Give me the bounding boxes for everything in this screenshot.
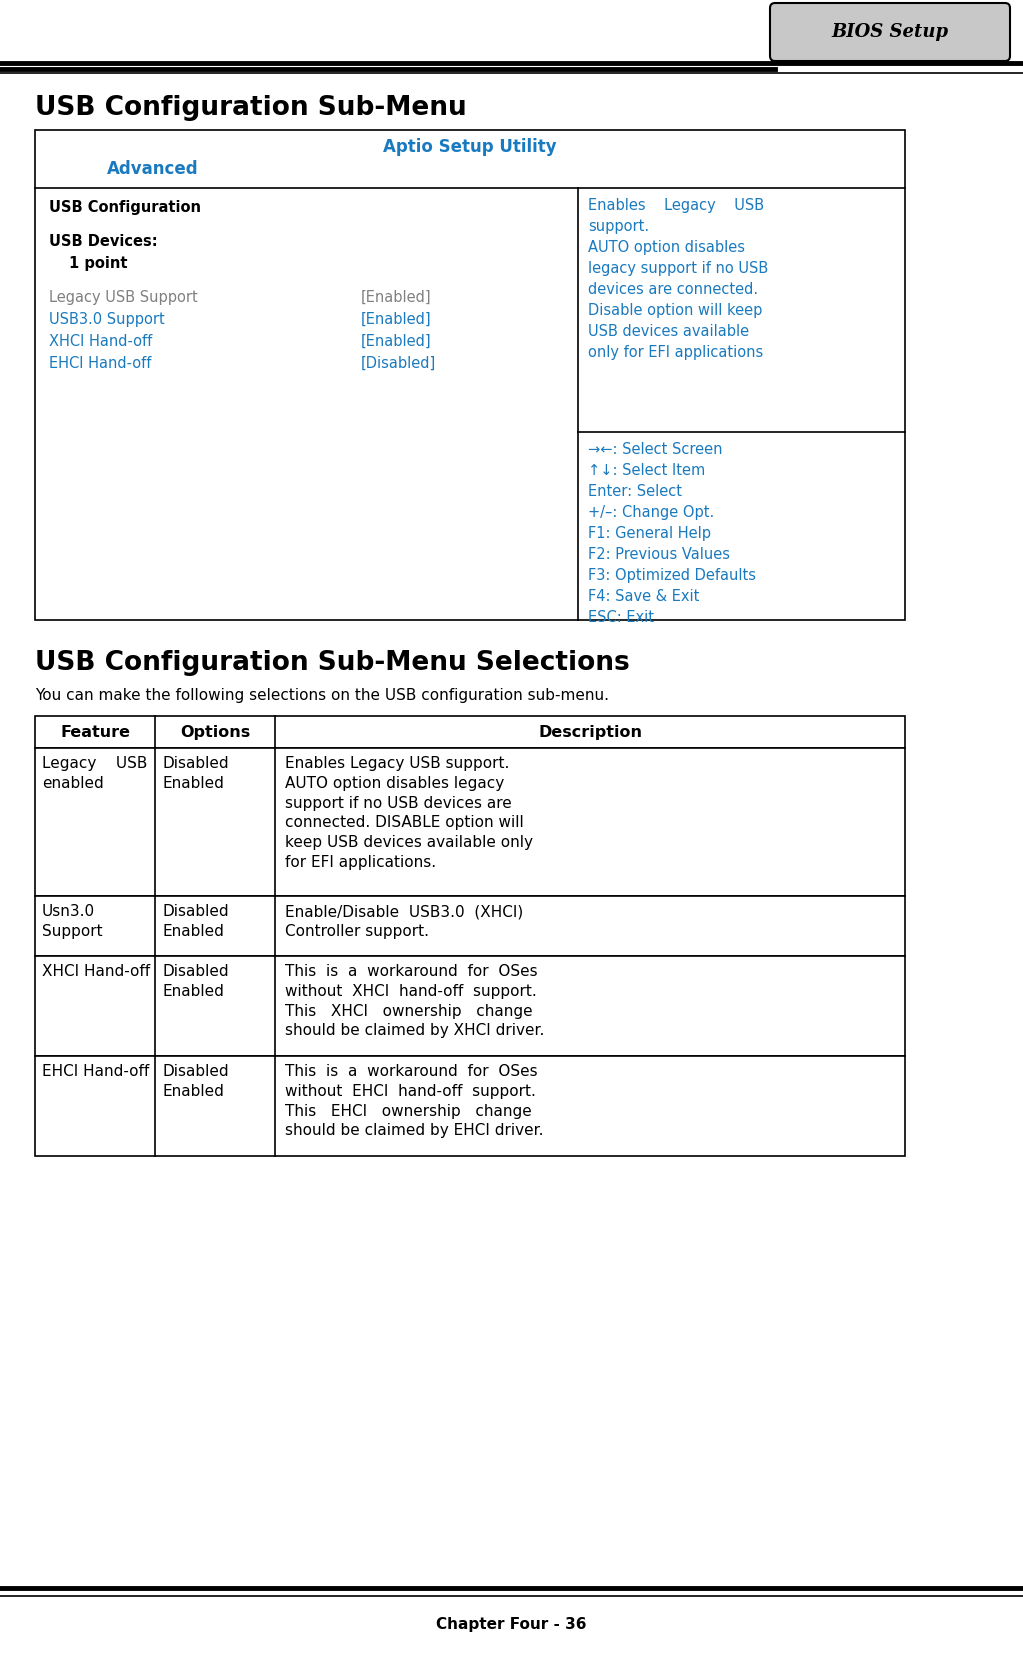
- Text: Disabled
Enabled: Disabled Enabled: [162, 905, 229, 940]
- Text: Options: Options: [180, 725, 251, 740]
- Text: Enables Legacy USB support.
AUTO option disables legacy
support if no USB device: Enables Legacy USB support. AUTO option …: [285, 756, 533, 870]
- Text: F1: General Help: F1: General Help: [588, 526, 711, 541]
- Text: Usn3.0
Support: Usn3.0 Support: [42, 905, 102, 940]
- Text: EHCI Hand-off: EHCI Hand-off: [49, 357, 151, 372]
- Text: [Disabled]: [Disabled]: [361, 357, 436, 372]
- Text: →←: Select Screen: →←: Select Screen: [588, 441, 722, 456]
- Bar: [35, 130, 905, 620]
- Text: USB devices available: USB devices available: [588, 323, 749, 338]
- Text: Chapter Four - 36: Chapter Four - 36: [436, 1616, 587, 1631]
- Text: This  is  a  workaround  for  OSes
without  EHCI  hand-off  support.
This   EHCI: This is a workaround for OSes without EH…: [285, 1065, 543, 1138]
- Text: Enable/Disable  USB3.0  (XHCI)
Controller support.: Enable/Disable USB3.0 (XHCI) Controller …: [285, 905, 524, 940]
- Text: only for EFI applications: only for EFI applications: [588, 345, 763, 360]
- Text: USB Configuration Sub-Menu Selections: USB Configuration Sub-Menu Selections: [35, 650, 630, 676]
- Text: F2: Previous Values: F2: Previous Values: [588, 546, 730, 561]
- Text: legacy support if no USB: legacy support if no USB: [588, 262, 768, 277]
- Text: USB Devices:: USB Devices:: [49, 235, 158, 250]
- Text: XHCI Hand-off: XHCI Hand-off: [49, 335, 152, 350]
- Text: Legacy USB Support: Legacy USB Support: [49, 290, 197, 305]
- Text: This  is  a  workaround  for  OSes
without  XHCI  hand-off  support.
This   XHCI: This is a workaround for OSes without XH…: [285, 965, 544, 1038]
- Text: XHCI Hand-off: XHCI Hand-off: [42, 965, 150, 980]
- Text: 1 point: 1 point: [69, 257, 128, 272]
- Text: [Enabled]: [Enabled]: [361, 312, 432, 327]
- Text: Aptio Setup Utility: Aptio Setup Utility: [384, 138, 557, 157]
- Text: You can make the following selections on the USB configuration sub-menu.: You can make the following selections on…: [35, 688, 609, 703]
- Bar: [35, 896, 905, 956]
- Bar: [35, 1056, 905, 1156]
- Text: Disabled
Enabled: Disabled Enabled: [162, 756, 229, 791]
- FancyBboxPatch shape: [770, 3, 1010, 62]
- Text: Disabled
Enabled: Disabled Enabled: [162, 965, 229, 1000]
- Text: Advanced: Advanced: [107, 160, 198, 178]
- Text: AUTO option disables: AUTO option disables: [588, 240, 745, 255]
- Text: Feature: Feature: [60, 725, 130, 740]
- Text: USB Configuration Sub-Menu: USB Configuration Sub-Menu: [35, 95, 466, 122]
- Text: Disable option will keep: Disable option will keep: [588, 303, 762, 318]
- Text: support.: support.: [588, 218, 650, 233]
- Bar: [35, 716, 905, 748]
- Text: ↑↓: Select Item: ↑↓: Select Item: [588, 463, 705, 478]
- Text: Enables    Legacy    USB: Enables Legacy USB: [588, 198, 764, 213]
- Text: USB Configuration: USB Configuration: [49, 200, 201, 215]
- Text: BIOS Setup: BIOS Setup: [832, 23, 948, 42]
- Text: +/–: Change Opt.: +/–: Change Opt.: [588, 505, 714, 520]
- Bar: [35, 956, 905, 1056]
- Text: F3: Optimized Defaults: F3: Optimized Defaults: [588, 568, 756, 583]
- Text: Disabled
Enabled: Disabled Enabled: [162, 1065, 229, 1100]
- Text: [Enabled]: [Enabled]: [361, 290, 432, 305]
- Text: ESC: Exit: ESC: Exit: [588, 610, 654, 625]
- Text: devices are connected.: devices are connected.: [588, 282, 758, 297]
- Text: USB3.0 Support: USB3.0 Support: [49, 312, 165, 327]
- Text: [Enabled]: [Enabled]: [361, 335, 432, 350]
- Text: Legacy    USB
enabled: Legacy USB enabled: [42, 756, 147, 791]
- Bar: [35, 748, 905, 896]
- Text: Enter: Select: Enter: Select: [588, 485, 682, 500]
- Text: Description: Description: [538, 725, 642, 740]
- Text: F4: Save & Exit: F4: Save & Exit: [588, 590, 700, 605]
- Text: EHCI Hand-off: EHCI Hand-off: [42, 1065, 149, 1080]
